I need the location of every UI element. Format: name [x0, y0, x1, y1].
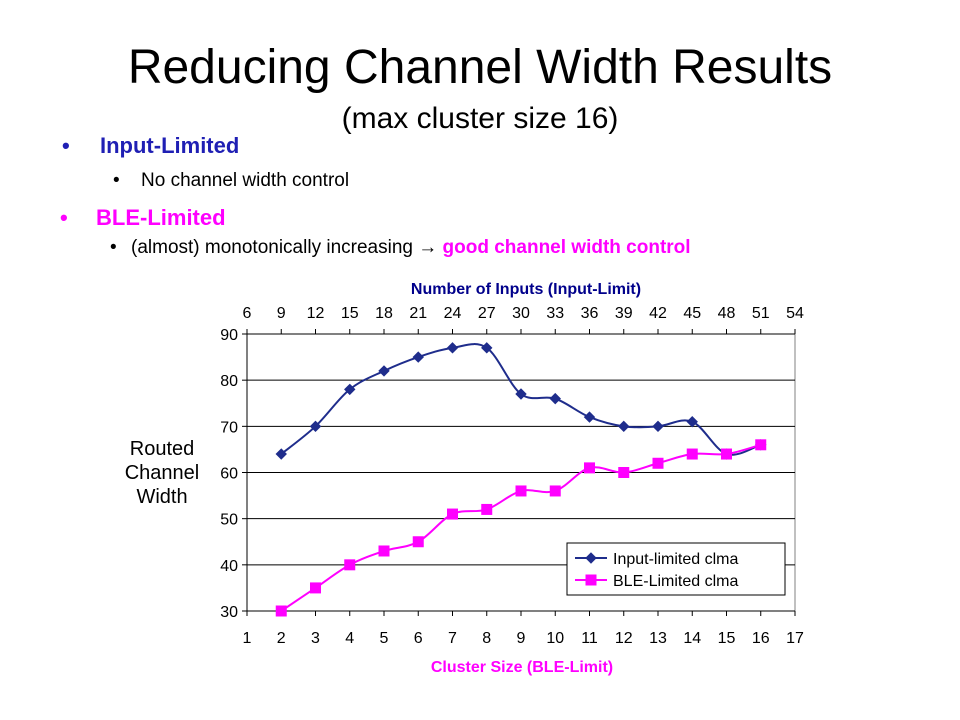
sub-bullet-monotonic: (almost) monotonically increasing → good…: [131, 237, 691, 259]
data-point: [275, 448, 287, 460]
secondary-x-tick-label: 33: [546, 305, 564, 322]
y-axis-label-word: Channel: [125, 462, 200, 484]
x-tick-label: 1: [243, 630, 252, 647]
data-point: [721, 448, 732, 460]
data-point: [549, 392, 561, 405]
data-point: [618, 420, 630, 433]
secondary-x-tick-label: 54: [786, 305, 804, 322]
legend-marker: [585, 552, 597, 564]
data-point: [412, 351, 424, 363]
secondary-x-tick-label: 36: [581, 305, 599, 322]
secondary-x-tick-label: 45: [683, 305, 701, 322]
data-point: [618, 467, 630, 478]
legend: [566, 542, 786, 596]
legend-label: BLE-Limited clma: [613, 573, 738, 590]
data-point: [378, 365, 390, 377]
highlight-good-control: good channel width control: [442, 237, 691, 258]
y-axis-label-word: Routed: [130, 438, 195, 460]
x-tick-label: 15: [718, 630, 736, 647]
secondary-x-tick-label: 24: [444, 305, 462, 322]
data-point: [378, 545, 390, 557]
bullet-dot: •: [110, 237, 117, 258]
bullet-ble-limited: BLE-Limited: [96, 205, 226, 230]
data-point: [446, 342, 459, 354]
data-point: [686, 416, 698, 428]
x-tick-label: 10: [546, 630, 564, 647]
arrow-icon: →: [418, 237, 438, 258]
data-point: [549, 485, 561, 497]
x-tick-label: 17: [786, 630, 804, 647]
secondary-x-tick-label: 15: [341, 305, 359, 322]
x-tick-label: 4: [345, 630, 354, 647]
x-tick-label: 2: [277, 630, 286, 647]
secondary-x-tick-label: 18: [375, 305, 393, 322]
x-tick-label: 14: [683, 630, 701, 647]
y-axis-label: Routed Channel Width: [125, 438, 200, 508]
data-point: [412, 536, 424, 548]
data-point: [481, 503, 493, 515]
secondary-x-tick-label: 48: [718, 305, 736, 322]
secondary-x-tick-label: 9: [277, 305, 286, 322]
x-tick-label: 13: [649, 630, 667, 647]
secondary-x-tick-label: 51: [752, 305, 770, 322]
bullet-dot: •: [113, 170, 120, 191]
y-tick-label: 60: [220, 466, 238, 483]
secondary-x-tick-label: 27: [478, 305, 496, 322]
slide-title: Reducing Channel Width Results: [127, 41, 833, 94]
monotonic-text: (almost) monotonically increasing: [131, 237, 413, 258]
data-point: [447, 508, 458, 520]
y-tick-label: 70: [220, 419, 238, 436]
y-axis-label-word: Width: [136, 486, 187, 508]
x-axis-label: Cluster Size (BLE-Limit): [431, 659, 613, 676]
x-tick-label: 8: [482, 630, 491, 647]
secondary-x-tick-label: 6: [243, 305, 252, 322]
x-tick-label: 6: [414, 630, 423, 647]
x-tick-label: 3: [311, 630, 320, 647]
y-tick-label: 90: [220, 327, 238, 344]
data-point: [583, 411, 596, 423]
data-point: [755, 439, 767, 451]
y-tick-label: 80: [220, 373, 238, 390]
y-tick-label: 50: [220, 512, 238, 529]
sub-bullet-no-channel-control: No channel width control: [141, 170, 350, 191]
x-tick-label: 12: [615, 630, 633, 647]
data-point: [481, 342, 493, 354]
x-tick-label: 5: [380, 630, 389, 647]
chart-title: Number of Inputs (Input-Limit): [411, 281, 641, 298]
secondary-x-tick-label: 39: [615, 305, 633, 322]
slide-subtitle: (max cluster size 16): [341, 102, 619, 135]
data-point: [652, 420, 664, 433]
x-tick-label: 16: [752, 630, 770, 647]
x-tick-label: 7: [448, 630, 457, 647]
data-point: [275, 605, 287, 617]
legend-label: Input-limited clma: [613, 551, 738, 568]
data-point: [515, 388, 527, 400]
secondary-x-tick-label: 12: [307, 305, 325, 322]
bullet-dot: •: [60, 205, 68, 230]
y-tick-label: 40: [220, 558, 238, 575]
y-tick-label: 30: [220, 604, 238, 621]
data-point: [310, 582, 321, 594]
bullet-input-limited: Input-Limited: [100, 133, 240, 158]
data-point: [515, 485, 527, 497]
x-tick-label: 9: [517, 630, 526, 647]
secondary-x-tick-label: 30: [512, 305, 530, 322]
bullet-dot: •: [62, 133, 70, 158]
secondary-x-tick-label: 21: [409, 305, 427, 322]
data-point: [344, 559, 356, 571]
data-point: [344, 383, 356, 396]
data-point: [309, 420, 322, 433]
legend-marker: [585, 574, 597, 586]
data-point: [652, 457, 664, 469]
x-tick-label: 11: [581, 630, 598, 647]
data-point: [686, 448, 698, 460]
data-point: [584, 462, 595, 474]
secondary-x-tick-label: 42: [649, 305, 667, 322]
